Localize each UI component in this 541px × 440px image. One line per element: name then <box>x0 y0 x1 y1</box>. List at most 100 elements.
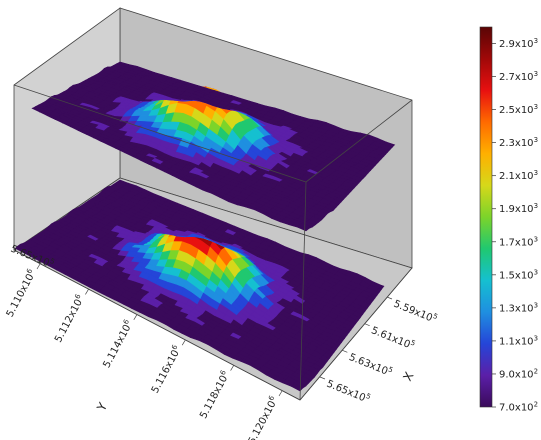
colorbar-tick-label-exponent: 3 <box>534 103 538 111</box>
colorbar-tick-label-exponent: 3 <box>534 136 538 144</box>
x-tick-label-exponent: 5 <box>409 339 416 348</box>
y-tick <box>181 340 186 346</box>
y-tick <box>230 365 234 371</box>
colorbar-bar <box>479 26 493 408</box>
colorbar-tick-label-times: x10 <box>515 138 534 149</box>
colorbar-tick-label-exponent: 3 <box>534 70 538 78</box>
colorbar-tick-label-mantissa: 1.5 <box>499 270 515 281</box>
colorbar-tick-label-mantissa: 2.1 <box>499 171 515 182</box>
colorbar-tick-label: 7.0x102 <box>499 401 538 414</box>
y-tick-label-times: x10 <box>18 272 36 294</box>
colorbar-tick-label: 1.9x103 <box>499 202 538 215</box>
x-tick-label-times: x10 <box>390 334 411 351</box>
colorbar-tick-label-mantissa: 7.0 <box>499 403 515 414</box>
colorbar-tick-label: 1.7x103 <box>499 235 538 248</box>
y-axis-label: Y <box>94 400 111 415</box>
colorbar-tick-label: 1.5x103 <box>499 268 538 281</box>
colorbar-tick-label-mantissa: 2.7 <box>499 72 515 83</box>
y-tick-label-exponent: 6 <box>73 292 82 300</box>
colorbar-tick-label-times: x10 <box>515 303 534 314</box>
y-tick-label-exponent: 6 <box>219 368 228 376</box>
upper-surface <box>14 61 413 232</box>
colorbar-tick-label-exponent: 3 <box>534 169 538 177</box>
x-tick-label-exponent: 5 <box>432 312 439 321</box>
colorbar-tick-label-mantissa: 9.0 <box>499 369 515 380</box>
y-axis-line <box>13 249 301 401</box>
colorbar-tick-label-exponent: 3 <box>534 235 538 243</box>
colorbar-tick-label-times: x10 <box>515 369 534 380</box>
y-tick-label-exponent: 6 <box>170 343 179 351</box>
y-tick-label-exponent: 6 <box>25 267 34 275</box>
y-tick-label-mantissa: 5.118 <box>198 390 221 420</box>
y-tick-label: 5.120x106 <box>245 394 281 440</box>
x-tick-label: 5.61x105 <box>370 323 417 352</box>
x-axis-label: X <box>400 370 416 384</box>
colorbar-tick-label: 2.5x103 <box>499 103 538 116</box>
x-tick-label-times: x10 <box>413 307 434 324</box>
box-front-vertical-edge <box>299 181 307 401</box>
y-tick <box>36 263 41 270</box>
colorbar-tick-label-mantissa: 1.1 <box>499 336 515 347</box>
y-tick-label-times: x10 <box>163 348 181 370</box>
colorbar-tick-label: 1.1x103 <box>499 334 538 347</box>
colorbar-tick-label-times: x10 <box>515 72 534 83</box>
colorbar-tick-label-exponent: 3 <box>534 268 538 276</box>
x-axis-line <box>299 267 413 401</box>
colorbar-tick-label-exponent: 3 <box>534 334 538 342</box>
y-tick-label: 5.118x106 <box>196 368 232 420</box>
y-tick-label-times: x10 <box>260 399 278 421</box>
y-tick-label-times: x10 <box>212 374 230 396</box>
colorbar-tick-label-exponent: 3 <box>534 301 538 309</box>
x-tick-label: 5.63x105 <box>347 350 394 379</box>
colorbar-tick-label-times: x10 <box>515 336 534 347</box>
x-tick <box>342 350 348 353</box>
side-tick-exponent: 5 <box>49 257 56 266</box>
y-tick-label: 5.114x106 <box>100 318 136 370</box>
colorbar-tick-label-times: x10 <box>515 270 534 281</box>
y-tick <box>133 314 138 320</box>
colorbar-tick-label-mantissa: 2.3 <box>499 138 515 149</box>
x-tick-label-exponent: 5 <box>387 365 394 374</box>
colorbar-tick-label-exponent: 3 <box>534 37 538 45</box>
colorbar-tick-label-times: x10 <box>515 171 534 182</box>
colorbar-tick-label-times: x10 <box>515 39 534 50</box>
colorbar-tick-label-times: x10 <box>515 105 534 116</box>
y-tick-label-mantissa: 5.114 <box>101 339 124 369</box>
x-tick-label: 5.65x105 <box>325 377 372 406</box>
y-tick-label-times: x10 <box>66 298 84 320</box>
colorbar-tick-label-mantissa: 2.5 <box>499 105 515 116</box>
colorbar-tick-label: 1.3x103 <box>499 301 538 314</box>
x-tick-label-times: x10 <box>346 387 367 404</box>
colorbar-tick-label: 9.0x102 <box>499 367 538 380</box>
y-tick-label-exponent: 6 <box>122 318 131 326</box>
y-tick-label: 5.116x106 <box>148 343 184 395</box>
y-tick-label-times: x10 <box>115 323 133 345</box>
x-tick <box>319 376 326 380</box>
x-tick <box>386 296 393 300</box>
x-tick-label: 5.59x105 <box>392 297 439 326</box>
y-tick-label-mantissa: 5.116 <box>150 365 173 395</box>
colorbar-tick-label-times: x10 <box>515 237 534 248</box>
colorbar-tick-label-times: x10 <box>515 403 534 414</box>
colorbar-tick-label-exponent: 2 <box>534 401 538 409</box>
x-tick <box>364 323 370 326</box>
colorbar-tick-label-mantissa: 1.7 <box>499 237 515 248</box>
box-front-edges <box>13 84 413 401</box>
colorbar: 7.0x1029.0x1021.1x1031.3x1031.5x1031.7x1… <box>479 26 538 414</box>
colorbar-tick-label-exponent: 3 <box>534 202 538 210</box>
colorbar-tick-label-exponent: 2 <box>534 367 538 375</box>
y-tick-label-mantissa: 5.110 <box>5 289 28 319</box>
colorbar-tick-label: 2.1x103 <box>499 169 538 182</box>
colorbar-tick-label: 2.9x103 <box>499 37 538 50</box>
x-tick-label-exponent: 5 <box>365 392 372 401</box>
colorbar-tick-label-mantissa: 1.9 <box>499 204 515 215</box>
y-tick-label-mantissa: 5.112 <box>53 314 76 344</box>
colorbar-tick-label-mantissa: 1.3 <box>499 303 515 314</box>
y-tick <box>278 390 283 397</box>
colorbar-tick-label-mantissa: 2.9 <box>499 39 515 50</box>
colorbar-tick-label: 2.7x103 <box>499 70 538 83</box>
y-tick-label: 5.110x106 <box>3 267 39 319</box>
y-tick-label: 5.112x106 <box>51 292 87 344</box>
colorbar-tick-label: 2.3x103 <box>499 136 538 149</box>
